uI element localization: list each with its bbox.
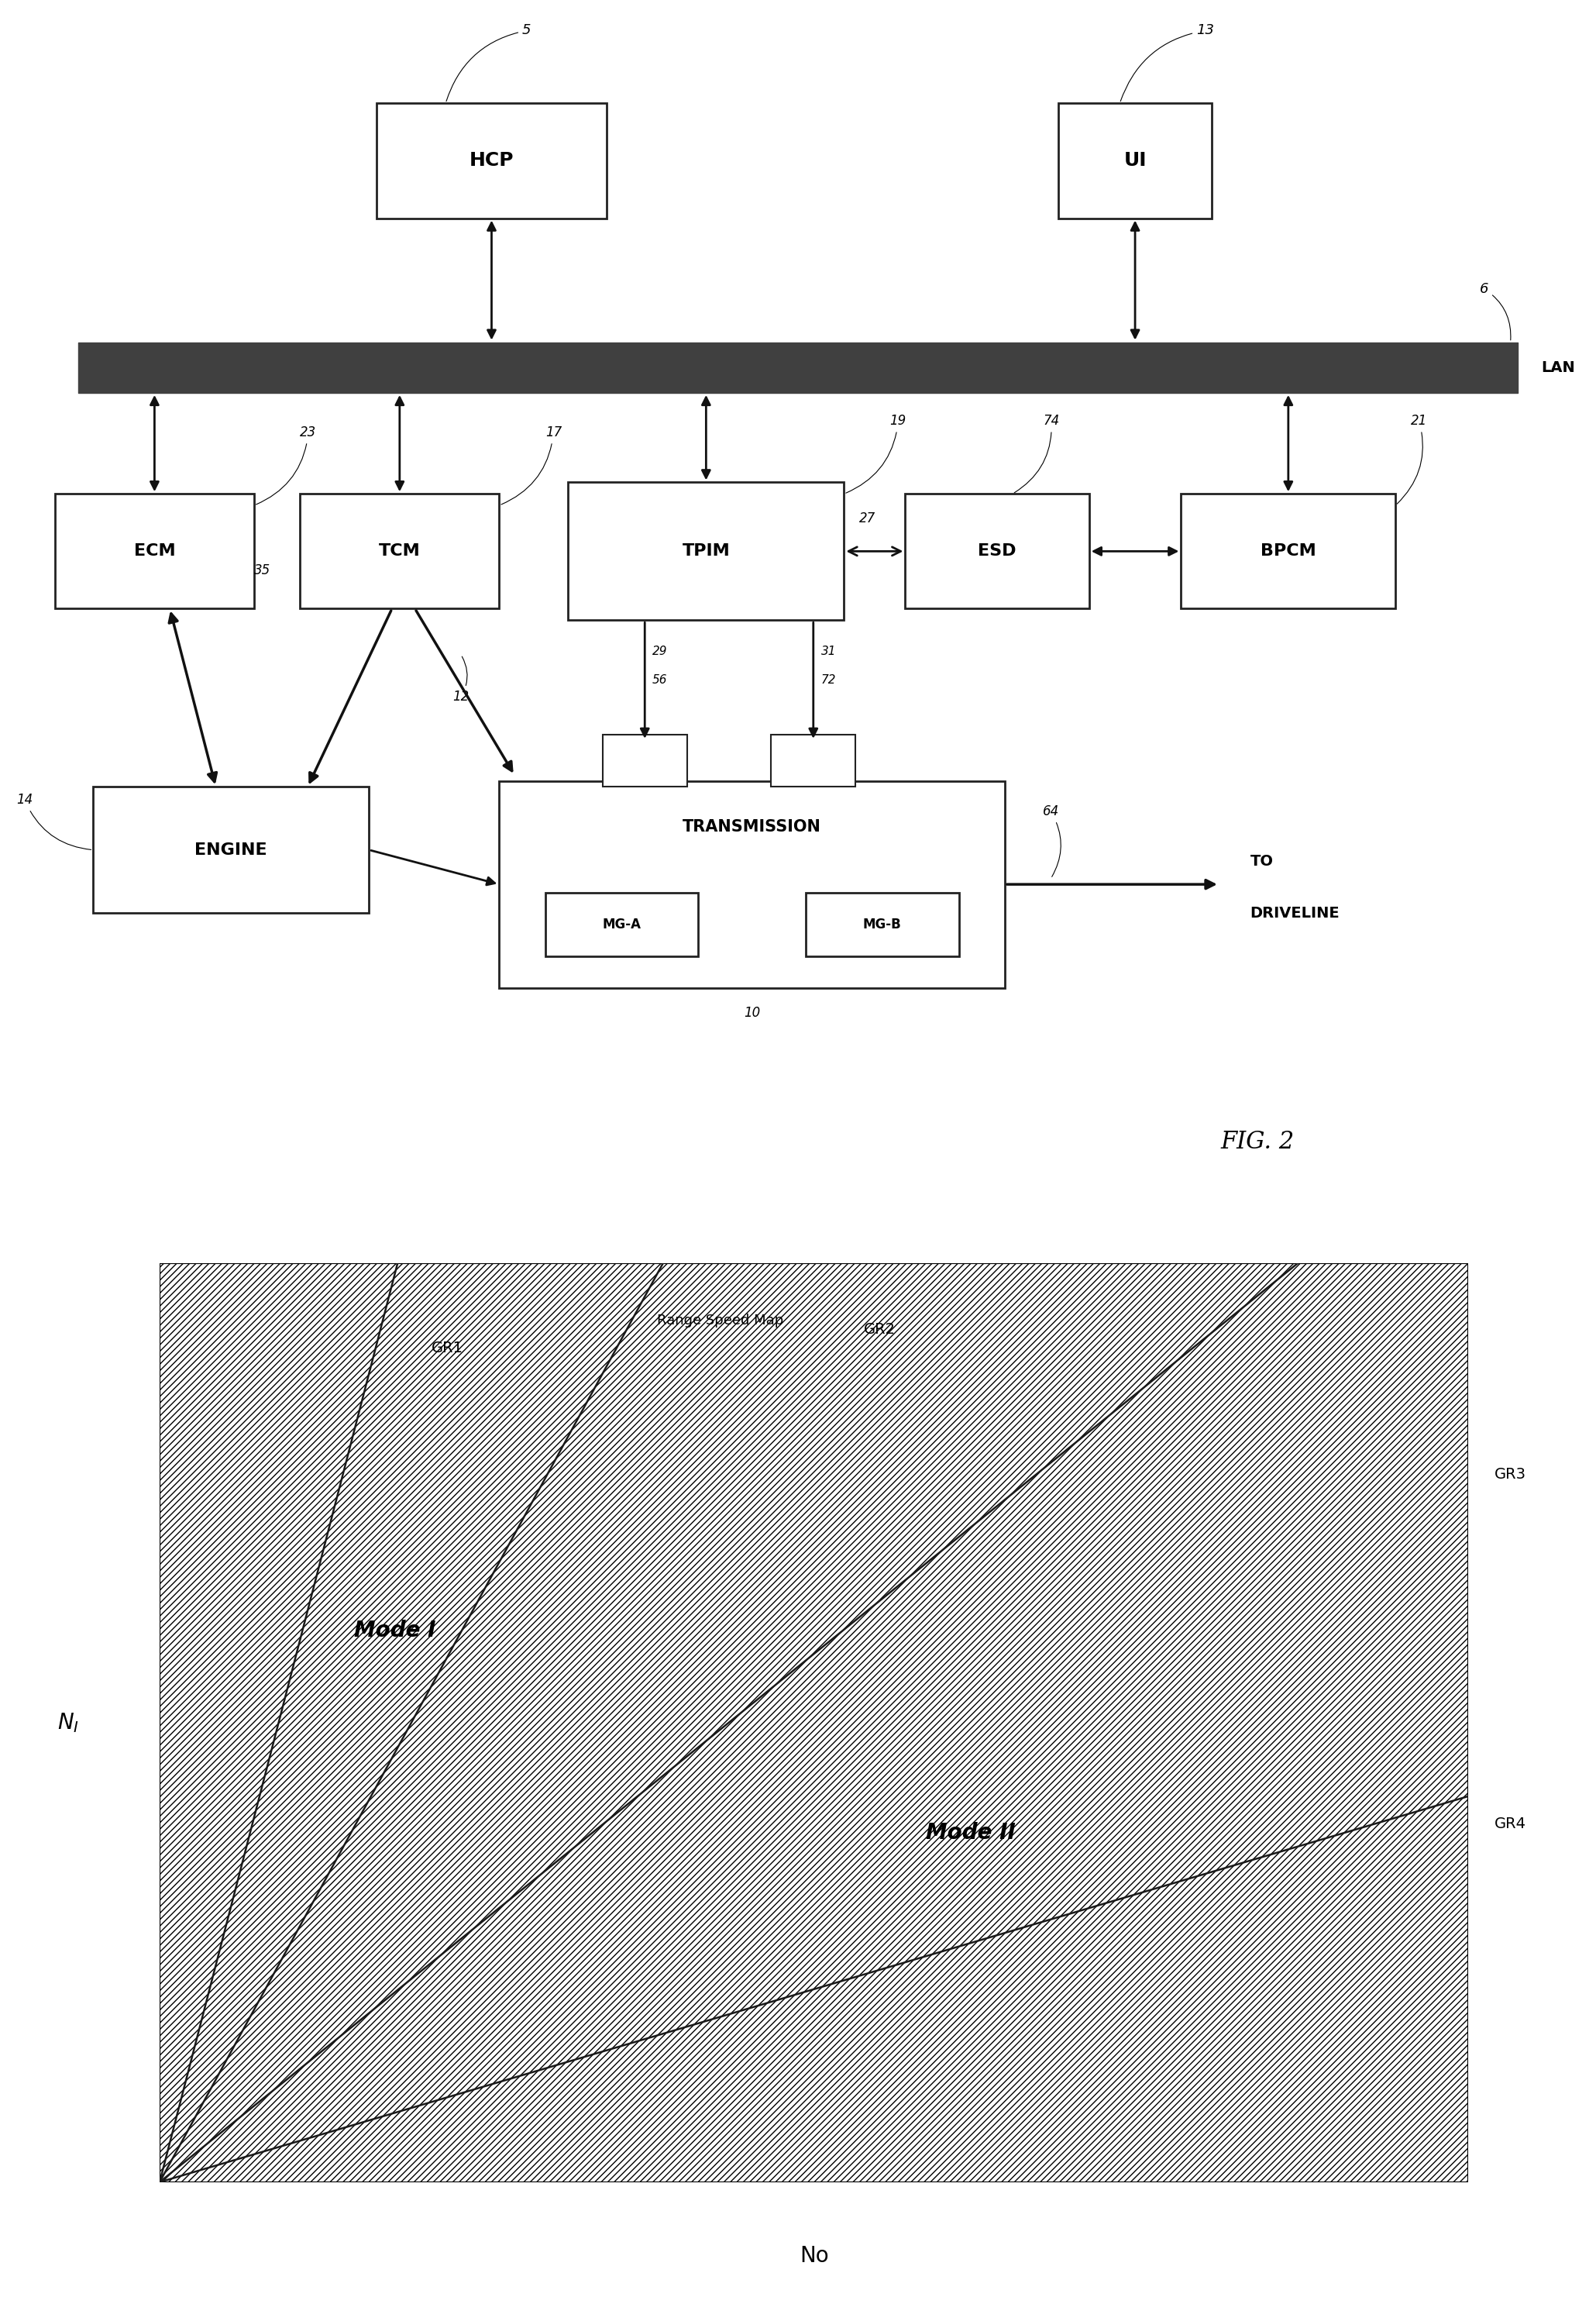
Text: MG-A: MG-A [602,917,642,933]
FancyBboxPatch shape [806,894,959,956]
Text: ESD: ESD [978,544,1017,558]
Text: 21: 21 [1396,413,1427,503]
Text: 35: 35 [254,563,271,577]
Text: 27: 27 [859,512,876,526]
FancyBboxPatch shape [54,494,254,609]
Text: $N_I$: $N_I$ [57,1711,78,1734]
FancyBboxPatch shape [300,494,500,609]
Text: No: No [800,2244,828,2267]
Text: TRANSMISSION: TRANSMISSION [683,820,822,834]
Text: 5: 5 [447,23,531,101]
FancyBboxPatch shape [905,494,1088,609]
FancyBboxPatch shape [500,781,1005,988]
Text: 64: 64 [1042,804,1061,877]
Text: 56: 56 [653,673,667,687]
Text: 14: 14 [16,792,91,850]
FancyBboxPatch shape [546,894,699,956]
Text: ECM: ECM [134,544,176,558]
Text: UI: UI [1124,152,1146,170]
FancyBboxPatch shape [1181,494,1395,609]
Text: GR2: GR2 [863,1323,895,1337]
Text: 19: 19 [846,413,907,494]
Text: FIG. 2: FIG. 2 [1221,1130,1294,1153]
Text: DRIVELINE: DRIVELINE [1250,905,1339,921]
FancyBboxPatch shape [568,482,844,620]
Text: 6: 6 [1479,283,1511,340]
Text: TO: TO [1250,854,1274,868]
Text: TPIM: TPIM [681,544,729,558]
Text: 31: 31 [820,645,836,657]
FancyBboxPatch shape [377,103,606,218]
FancyBboxPatch shape [771,735,855,786]
Text: Mode II: Mode II [926,1822,1017,1844]
FancyBboxPatch shape [93,786,369,914]
Text: 12: 12 [453,657,469,703]
Text: 74: 74 [1015,413,1060,494]
FancyBboxPatch shape [603,735,686,786]
Text: 10: 10 [744,1006,760,1020]
Text: 29: 29 [653,645,667,657]
Text: 23: 23 [255,425,316,505]
Text: GR4: GR4 [1494,1817,1526,1831]
Text: HCP: HCP [469,152,514,170]
Text: LAN: LAN [1542,361,1575,374]
Text: Range Speed Map: Range Speed Map [658,1314,784,1328]
Text: BPCM: BPCM [1261,544,1317,558]
Text: 13: 13 [1120,23,1215,101]
Text: 17: 17 [501,425,562,505]
Text: ENGINE: ENGINE [195,843,268,857]
FancyBboxPatch shape [1058,103,1211,218]
Text: Mode I: Mode I [354,1619,436,1642]
Text: GR3: GR3 [1494,1468,1526,1482]
Text: TCM: TCM [378,544,420,558]
Text: MG-B: MG-B [863,917,902,933]
Text: GR1: GR1 [431,1341,463,1355]
Polygon shape [160,1263,1468,2182]
Text: 72: 72 [820,673,836,687]
